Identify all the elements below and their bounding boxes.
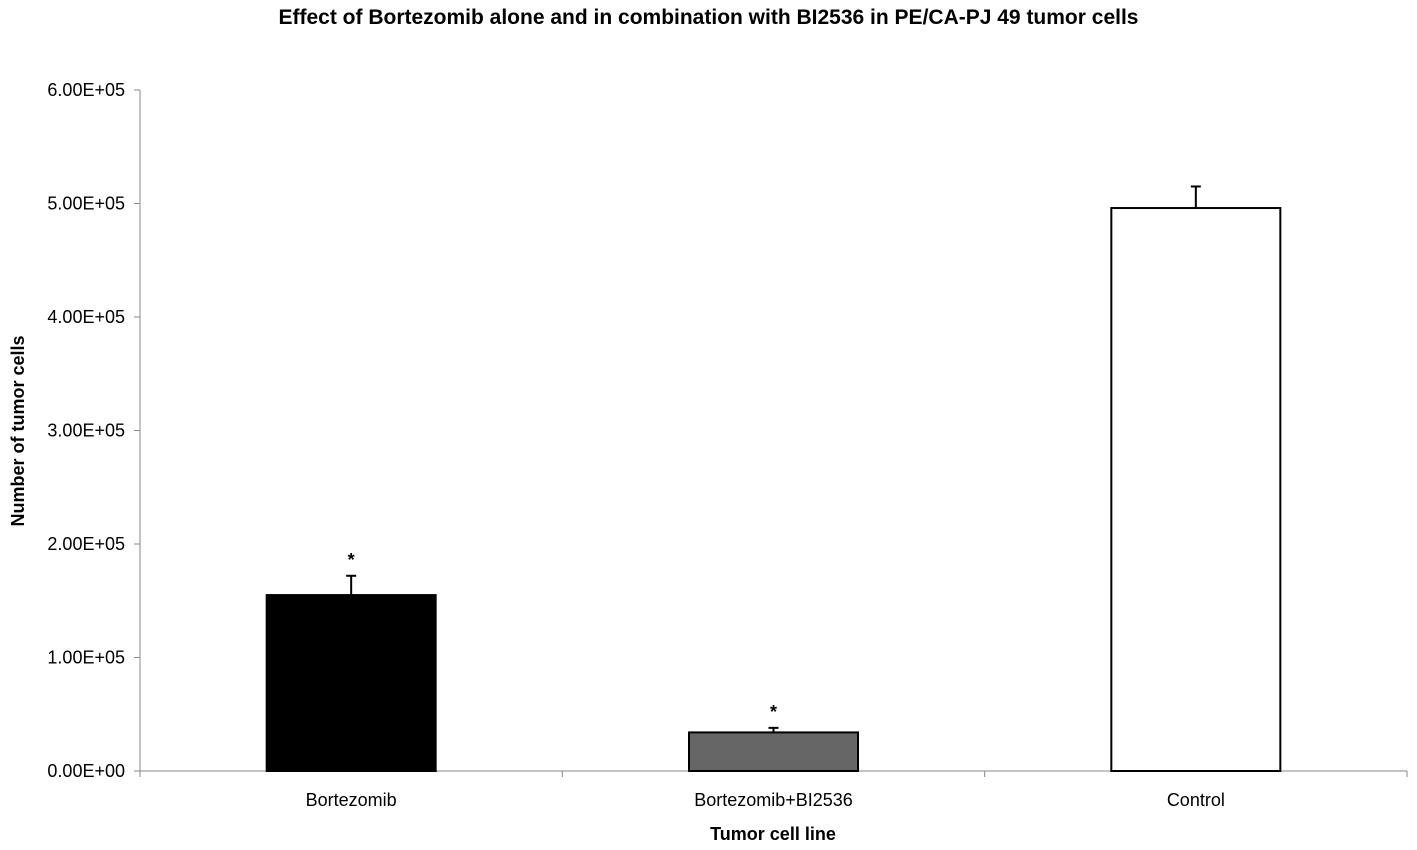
x-axis-title: Tumor cell line [710, 824, 836, 844]
bars: ** [265, 185, 1282, 773]
y-tick-label: 1.00E+05 [47, 648, 125, 668]
bar-control [1110, 207, 1282, 773]
chart-title: Effect of Bortezomib alone and in combin… [278, 6, 1139, 29]
y-tick-label: 2.00E+05 [47, 534, 125, 554]
y-tick-label: 0.00E+00 [47, 761, 125, 781]
bar-bortezomib-bi2536 [688, 731, 859, 772]
x-axis: Bortezomib Bortezomib+BI2536 Control [139, 770, 1408, 810]
y-axis: 0.00E+00 1.00E+05 2.00E+05 3.00E+05 4.00E+05… [47, 80, 141, 781]
y-tick-label: 4.00E+05 [47, 307, 125, 327]
y-tick-label: 3.00E+05 [47, 421, 125, 441]
x-tick-label: Control [1167, 790, 1225, 810]
significance-mark: * [348, 550, 355, 570]
bar-bortezomib [265, 594, 437, 773]
y-tick-label: 6.00E+05 [47, 80, 125, 100]
y-axis-title: Number of tumor cells [8, 335, 28, 526]
x-tick-label: Bortezomib+BI2536 [694, 790, 853, 810]
y-tick-label: 5.00E+05 [47, 194, 125, 214]
x-tick-label: Bortezomib [306, 790, 397, 810]
significance-mark: * [770, 702, 777, 722]
